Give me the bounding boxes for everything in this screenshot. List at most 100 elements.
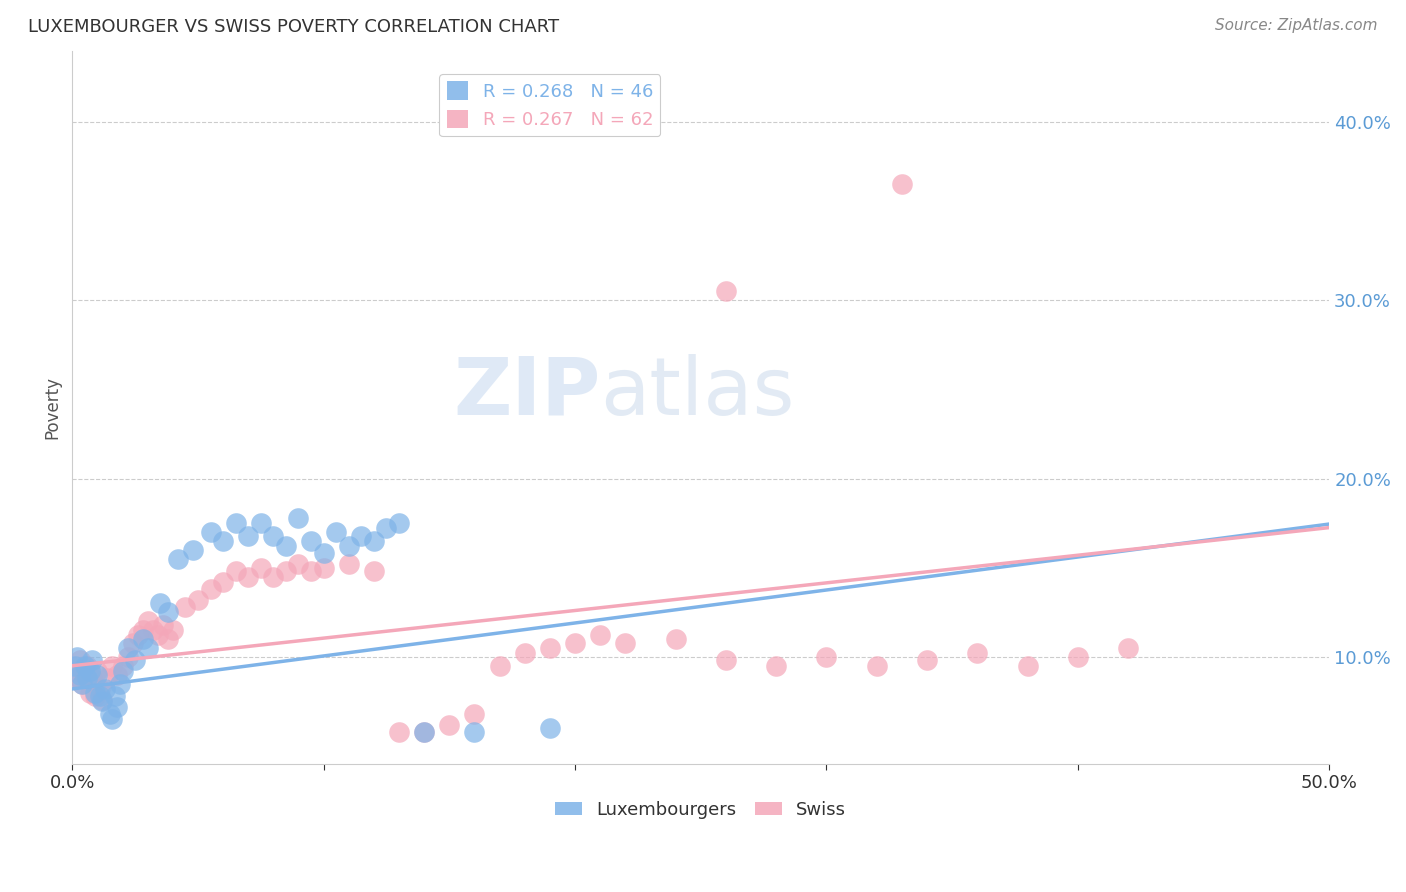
Point: [131, 623, 153, 637]
Point: [413, 724, 436, 739]
Point: [439, 717, 461, 731]
Point: [538, 721, 561, 735]
Point: [249, 516, 271, 530]
Point: [73, 667, 96, 681]
Point: [287, 557, 309, 571]
Point: [107, 699, 129, 714]
Point: [117, 649, 139, 664]
Point: [238, 569, 260, 583]
Point: [714, 653, 737, 667]
Point: [89, 681, 111, 696]
Point: [299, 564, 322, 578]
Point: [149, 596, 172, 610]
Point: [589, 628, 612, 642]
Point: [413, 724, 436, 739]
Point: [262, 569, 284, 583]
Point: [79, 685, 101, 699]
Point: [350, 528, 373, 542]
Point: [131, 632, 153, 646]
Point: [108, 676, 131, 690]
Point: [513, 646, 536, 660]
Y-axis label: Poverty: Poverty: [44, 376, 60, 439]
Point: [94, 681, 117, 696]
Point: [325, 524, 347, 539]
Point: [312, 546, 335, 560]
Point: [274, 539, 297, 553]
Point: [299, 533, 322, 548]
Point: [111, 658, 134, 673]
Point: [69, 653, 91, 667]
Point: [66, 649, 89, 664]
Point: [488, 658, 510, 673]
Point: [200, 524, 222, 539]
Point: [156, 605, 179, 619]
Point: [225, 516, 247, 530]
Point: [463, 724, 485, 739]
Text: Source: ZipAtlas.com: Source: ZipAtlas.com: [1215, 18, 1378, 33]
Point: [363, 564, 385, 578]
Point: [142, 623, 165, 637]
Point: [564, 635, 586, 649]
Point: [890, 178, 912, 192]
Point: [249, 560, 271, 574]
Point: [375, 521, 398, 535]
Point: [86, 667, 108, 681]
Point: [101, 658, 124, 673]
Point: [181, 542, 204, 557]
Point: [966, 646, 988, 660]
Point: [104, 689, 127, 703]
Point: [63, 671, 86, 685]
Point: [187, 592, 209, 607]
Point: [1017, 658, 1039, 673]
Point: [63, 658, 86, 673]
Point: [91, 692, 114, 706]
Point: [89, 689, 111, 703]
Point: [156, 632, 179, 646]
Point: [238, 528, 260, 542]
Point: [363, 533, 385, 548]
Point: [96, 671, 118, 685]
Point: [111, 664, 134, 678]
Point: [388, 724, 411, 739]
Point: [83, 685, 105, 699]
Point: [388, 516, 411, 530]
Point: [274, 564, 297, 578]
Point: [614, 635, 637, 649]
Point: [1067, 649, 1090, 664]
Point: [117, 640, 139, 655]
Point: [337, 539, 360, 553]
Point: [82, 653, 104, 667]
Point: [82, 671, 104, 685]
Point: [212, 574, 235, 589]
Point: [72, 676, 94, 690]
Point: [121, 635, 143, 649]
Point: [312, 560, 335, 574]
Point: [86, 664, 108, 678]
Text: ZIP: ZIP: [453, 354, 600, 432]
Point: [127, 628, 149, 642]
Point: [225, 564, 247, 578]
Point: [212, 533, 235, 548]
Point: [136, 614, 159, 628]
Point: [73, 658, 96, 673]
Point: [91, 694, 114, 708]
Point: [815, 649, 838, 664]
Point: [287, 510, 309, 524]
Point: [76, 671, 98, 685]
Point: [915, 653, 938, 667]
Point: [69, 667, 91, 681]
Text: LUXEMBOURGER VS SWISS POVERTY CORRELATION CHART: LUXEMBOURGER VS SWISS POVERTY CORRELATIO…: [28, 18, 560, 36]
Point: [174, 599, 197, 614]
Point: [337, 557, 360, 571]
Text: atlas: atlas: [600, 354, 794, 432]
Point: [262, 528, 284, 542]
Point: [66, 664, 89, 678]
Point: [1116, 640, 1139, 655]
Point: [714, 285, 737, 299]
Point: [76, 658, 98, 673]
Point: [101, 712, 124, 726]
Point: [146, 628, 169, 642]
Point: [166, 551, 188, 566]
Point: [107, 667, 129, 681]
Legend: Luxembourgers, Swiss: Luxembourgers, Swiss: [548, 794, 853, 826]
